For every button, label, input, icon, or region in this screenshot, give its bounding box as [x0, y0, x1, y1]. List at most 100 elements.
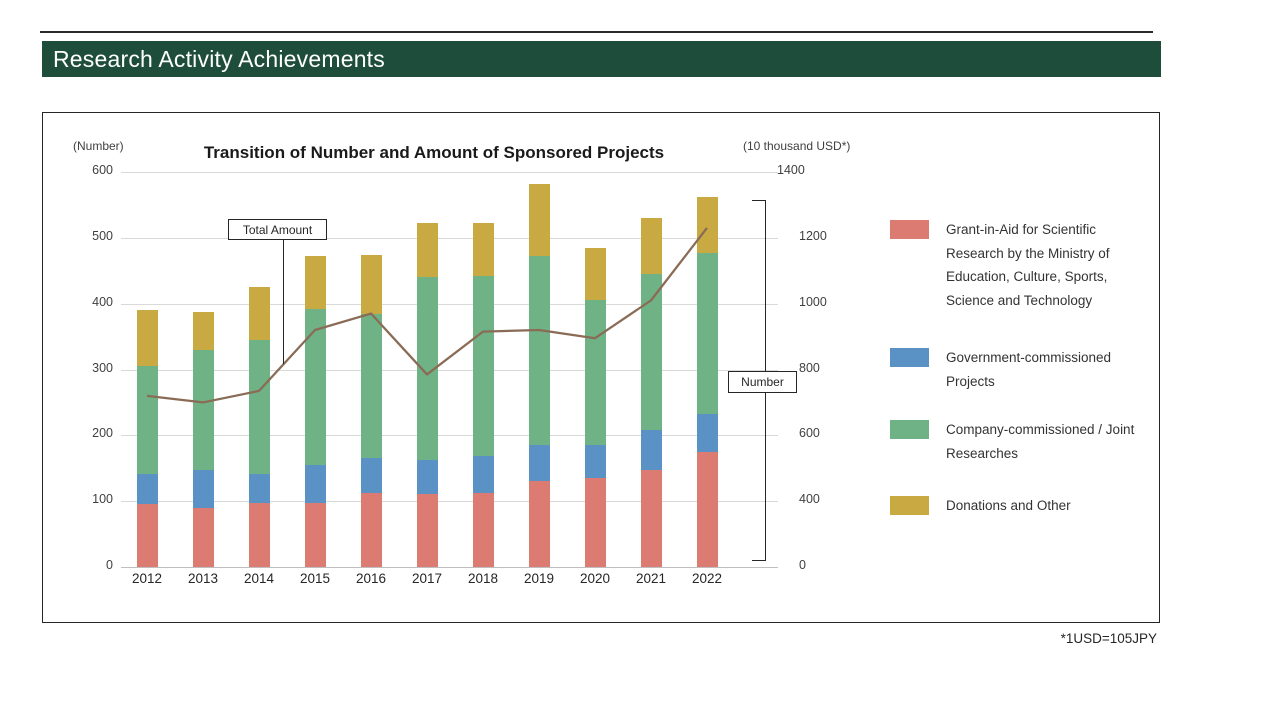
- legend-label-line: Research by the Ministry of: [946, 245, 1110, 261]
- year-label: 2016: [355, 571, 387, 586]
- bar-segment: [136, 504, 158, 567]
- year-label: 2015: [299, 571, 331, 586]
- bar-segment: [584, 300, 606, 445]
- right-axis-unit: (10 thousand USD*): [743, 139, 851, 153]
- bar-segment: [360, 458, 382, 494]
- legend-item: Company-commissioned / Joint Researches: [890, 418, 1134, 465]
- bar-segment: [584, 247, 606, 301]
- legend-label-line: Donations and Other: [946, 498, 1071, 513]
- bar-segment: [640, 430, 662, 470]
- gridline: [121, 172, 778, 173]
- year-label: 2019: [523, 571, 555, 586]
- bar-segment: [136, 310, 158, 367]
- legend-label: Grant-in-Aid for Scientific Research by t…: [946, 218, 1110, 312]
- bar-segment: [416, 277, 438, 460]
- gridline: [121, 501, 778, 503]
- bar-segment: [192, 311, 214, 350]
- gridline: [121, 435, 778, 437]
- bar-segment: [360, 313, 382, 459]
- bar-segment: [360, 254, 382, 314]
- bar-segment: [248, 287, 270, 340]
- bar-segment: [136, 473, 158, 505]
- legend-label: Donations and Other: [946, 494, 1071, 518]
- bar-segment: [696, 252, 718, 415]
- bar-segment: [416, 459, 438, 494]
- right-tick-label: 400: [799, 492, 820, 507]
- bar-segment: [136, 366, 158, 474]
- page-header: Research Activity Achievements: [42, 41, 1161, 77]
- bar-segment: [472, 493, 494, 567]
- bar-segment: [192, 469, 214, 508]
- year-label: 2012: [131, 571, 163, 586]
- bar-segment: [696, 451, 718, 567]
- bar-segment: [528, 183, 550, 256]
- legend-label-line: Grant-in-Aid for Scientific: [946, 222, 1097, 237]
- bar-segment: [696, 197, 718, 253]
- legend-swatch: [890, 348, 929, 367]
- bar-segment: [472, 276, 494, 457]
- number-bracket-arm-bottom: [752, 560, 766, 561]
- year-label: 2022: [691, 571, 723, 586]
- year-label: 2013: [187, 571, 219, 586]
- bar-segment: [304, 308, 326, 465]
- bar-segment: [528, 481, 550, 567]
- left-axis-unit: (Number): [73, 139, 124, 153]
- bar-segment: [640, 218, 662, 275]
- top-rule: [40, 31, 1153, 33]
- gridline: [121, 369, 778, 371]
- left-tick-label: 0: [106, 558, 113, 572]
- bar-segment: [584, 444, 606, 479]
- left-tick-label: 400: [92, 294, 113, 309]
- legend-label-line: Science and Technology: [946, 292, 1093, 308]
- left-tick-label: 600: [92, 163, 113, 177]
- left-tick-label: 500: [92, 228, 113, 243]
- bar-segment: [304, 503, 326, 567]
- bar-segment: [192, 349, 214, 470]
- right-tick-label: 600: [799, 426, 820, 441]
- bar-segment: [304, 255, 326, 309]
- bar-segment: [528, 255, 550, 446]
- number-label: Number: [728, 371, 797, 393]
- legend-label: Company-commissioned / Joint Researches: [946, 418, 1134, 465]
- legend-item: Grant-in-Aid for Scientific Research by t…: [890, 218, 1110, 312]
- number-bracket-arm-top: [752, 200, 766, 201]
- right-tick-label: 1400: [777, 163, 805, 177]
- legend-label-line: Government-commissioned: [946, 350, 1112, 365]
- year-label: 2021: [635, 571, 667, 586]
- right-tick-label: 800: [799, 360, 820, 375]
- chart-title: Transition of Number and Amount of Spons…: [203, 143, 665, 162]
- legend-swatch: [890, 220, 929, 239]
- bar-segment: [304, 464, 326, 504]
- legend-swatch: [890, 496, 929, 515]
- bar-segment: [528, 445, 550, 482]
- bar-segment: [192, 507, 214, 567]
- bar-segment: [416, 222, 438, 278]
- left-tick-label: 300: [92, 360, 113, 375]
- bar-segment: [248, 339, 270, 474]
- bar-segment: [248, 503, 270, 567]
- chart-panel: 600 1400 500 1200 400 1000 300 800 200 600 100 400 0…: [42, 112, 1160, 623]
- gridline: [121, 237, 778, 239]
- legend-item: Donations and Other: [890, 494, 1071, 518]
- year-label: 2017: [411, 571, 443, 586]
- year-label: 2018: [467, 571, 499, 586]
- bar-segment: [640, 274, 662, 431]
- bar-segment: [584, 478, 606, 567]
- bar-segment: [640, 469, 662, 567]
- right-tick-label: 0: [799, 558, 806, 572]
- legend-label-line: Projects: [946, 373, 995, 389]
- gridline: [121, 303, 778, 305]
- legend-item: Government-commissioned Projects: [890, 346, 1111, 393]
- bar-segment: [416, 493, 438, 567]
- bar-segment: [472, 222, 494, 276]
- total-amount-label: Total Amount: [228, 219, 327, 240]
- bar-segment: [248, 473, 270, 504]
- bar-segment: [696, 414, 718, 452]
- right-tick-label: 1000: [799, 294, 827, 309]
- left-tick-label: 100: [92, 492, 113, 507]
- legend-swatch: [890, 420, 929, 439]
- page-title: Research Activity Achievements: [53, 45, 385, 72]
- legend-label-line: Company-commissioned / Joint: [946, 422, 1135, 437]
- legend-label: Government-commissioned Projects: [946, 346, 1111, 393]
